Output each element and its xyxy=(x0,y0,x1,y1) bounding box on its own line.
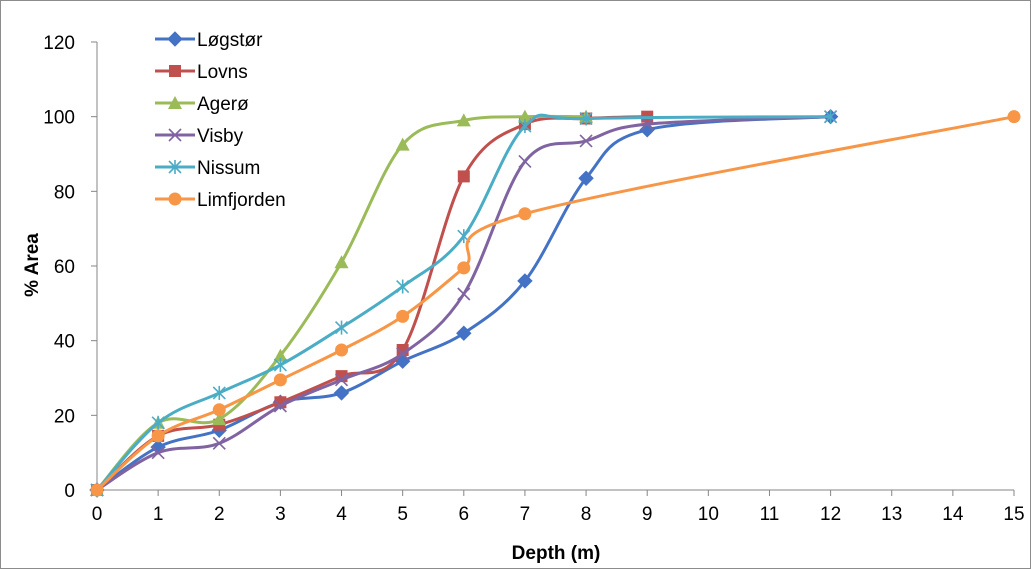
data-point xyxy=(639,122,655,138)
legend-marker xyxy=(167,31,183,47)
data-point xyxy=(212,385,226,400)
x-tick-label: 15 xyxy=(1003,504,1024,525)
data-point xyxy=(273,373,287,387)
legend-item-limfjorden: Limfjorden xyxy=(155,190,286,211)
legend-label: Limfjorden xyxy=(197,190,286,211)
data-point xyxy=(334,320,349,335)
data-point xyxy=(212,403,226,417)
data-point xyxy=(395,137,410,151)
y-tick-label: 100 xyxy=(43,108,75,129)
x-tick-label: 13 xyxy=(881,504,902,525)
x-tick-label: 0 xyxy=(92,504,103,525)
series-line xyxy=(96,115,831,492)
legend-label: Visby xyxy=(197,126,244,147)
data-point xyxy=(579,134,593,148)
x-tick-label: 12 xyxy=(820,504,841,525)
data-point xyxy=(457,261,471,275)
data-point xyxy=(212,412,227,426)
data-point xyxy=(457,170,470,183)
x-tick-label: 7 xyxy=(520,504,531,525)
data-point xyxy=(90,483,104,497)
data-point xyxy=(334,255,349,269)
x-tick-label: 6 xyxy=(459,504,470,525)
x-tick-label: 4 xyxy=(336,504,347,525)
legend-item-lovns: Lovns xyxy=(155,62,248,83)
legend-item-nissum: Nissum xyxy=(155,158,260,179)
data-point xyxy=(212,436,226,450)
legend: Løgstør Lovns Agerø Visby Nissum Limfjorden xyxy=(155,30,286,211)
data-point xyxy=(824,109,838,124)
data-point xyxy=(579,111,593,126)
data-point xyxy=(456,325,472,341)
data-point xyxy=(333,385,350,401)
data-point xyxy=(151,446,165,460)
data-point xyxy=(273,348,288,362)
x-tick-label: 10 xyxy=(698,504,719,525)
data-point xyxy=(151,429,165,443)
data-point xyxy=(457,287,471,301)
data-point xyxy=(456,113,471,127)
data-point xyxy=(334,373,349,387)
x-tick-label: 11 xyxy=(760,504,780,525)
legend-label: Løgstør xyxy=(197,30,263,51)
x-tick-label: 2 xyxy=(214,504,225,525)
x-tick-label: 5 xyxy=(397,504,408,525)
series-nissum xyxy=(90,109,838,497)
y-tick-label: 80 xyxy=(54,182,75,203)
legend-marker xyxy=(168,128,182,142)
legend-item-l-gst-r: Løgstør xyxy=(155,30,263,51)
data-point xyxy=(151,415,165,430)
x-tick-label: 9 xyxy=(642,504,653,525)
y-axis-title: % Area xyxy=(22,233,43,297)
x-tick-label: 8 xyxy=(581,504,592,525)
data-point xyxy=(396,347,410,361)
legend-marker xyxy=(168,96,182,109)
legend-item-visby: Visby xyxy=(155,126,244,147)
legend-marker xyxy=(168,192,182,206)
x-tick-label: 14 xyxy=(942,504,964,525)
x-tick-label: 3 xyxy=(275,504,286,525)
legend-marker xyxy=(168,160,182,174)
data-point xyxy=(518,119,532,133)
y-tick-label: 20 xyxy=(54,406,75,427)
data-point xyxy=(273,399,287,413)
y-tick-label: 60 xyxy=(54,257,75,278)
data-point xyxy=(1007,110,1021,124)
legend-marker xyxy=(169,65,181,77)
data-point xyxy=(517,109,532,123)
y-tick-label: 120 xyxy=(43,33,75,54)
series-limfjorden xyxy=(90,110,1021,497)
x-axis-title: Depth (m) xyxy=(512,543,601,564)
legend-label: Lovns xyxy=(197,62,248,83)
legend-item-ager-: Agerø xyxy=(155,94,249,115)
data-point xyxy=(396,279,410,294)
data-point xyxy=(273,357,287,372)
legend-label: Agerø xyxy=(197,94,249,115)
x-tick-label: 1 xyxy=(153,504,164,525)
series-line xyxy=(96,115,648,492)
data-point xyxy=(517,273,533,289)
data-point xyxy=(640,117,654,131)
data-point xyxy=(335,343,349,357)
legend-label: Nissum xyxy=(197,158,260,179)
data-point xyxy=(396,309,410,323)
data-point xyxy=(518,154,532,169)
series-layer xyxy=(89,108,1021,498)
series-line xyxy=(96,115,831,492)
series-line xyxy=(96,115,1015,492)
data-point xyxy=(578,170,594,186)
y-tick-label: 40 xyxy=(54,332,75,353)
y-tick-label: 0 xyxy=(64,481,75,502)
data-point xyxy=(518,207,532,221)
